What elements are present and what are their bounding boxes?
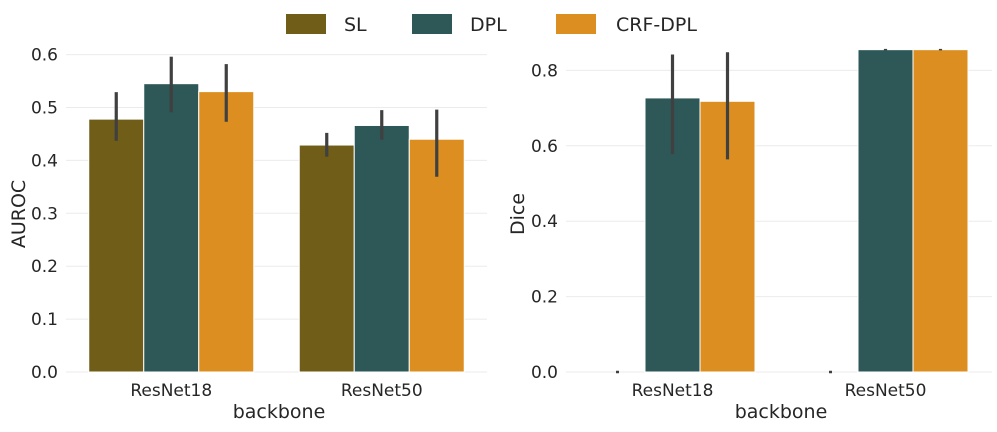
y-tick-label: 0.4 [531,212,558,232]
y-axis-title: Dice [507,193,529,235]
y-tick-label: 0.2 [31,257,58,277]
x-tick-label: ResNet50 [341,381,423,401]
y-tick-label: 0.0 [31,363,58,383]
legend-swatch-crf-dpl [556,14,596,34]
y-axis-title: AUROC [8,180,30,248]
y-tick-label: 0.6 [531,137,558,157]
legend-entry-dpl: DPL [412,14,507,36]
legend: SL DPL CRF-DPL [286,14,697,36]
y-tick-label: 0.5 [31,98,58,118]
x-tick-label: ResNet18 [130,381,212,401]
bar-dpl [353,124,410,373]
auroc-chart: AUROC backbone 0.0 0.1 0.2 0.3 0.4 0.5 0.6 ResN… [8,46,487,423]
legend-swatch-sl [286,14,326,34]
y-tick-label: 0.2 [531,288,558,308]
bar-sl [88,118,145,373]
x-tick-label: ResNet18 [632,381,714,401]
dice-chart: Dice backbone 0.0 0.2 0.4 0.6 0.8 ResNet18 Res… [507,48,992,423]
x-tick-label: ResNet50 [845,381,927,401]
x-axis-title: backbone [233,401,326,423]
legend-swatch-dpl [412,14,452,34]
x-axis-title: backbone [735,401,828,423]
legend-entry-sl: SL [286,14,367,36]
y-tick-label: 0.0 [531,363,558,383]
bar-crf-dpl [198,91,255,373]
legend-entry-crf-dpl: CRF-DPL [556,14,697,36]
y-tick-label: 0.4 [31,151,58,171]
y-tick-label: 0.6 [31,46,58,66]
legend-label-dpl: DPL [470,14,507,36]
legend-label-sl: SL [344,14,367,36]
bar-dpl [143,83,200,373]
bar-sl [298,144,355,373]
bar-crf-dpl [912,49,969,373]
y-tick-label: 0.3 [31,204,58,224]
bar-crf-dpl [408,138,465,373]
y-tick-label: 0.8 [531,61,558,81]
legend-label-crf-dpl: CRF-DPL [616,14,697,36]
bar-dpl [857,49,914,373]
y-tick-label: 0.1 [31,310,58,330]
